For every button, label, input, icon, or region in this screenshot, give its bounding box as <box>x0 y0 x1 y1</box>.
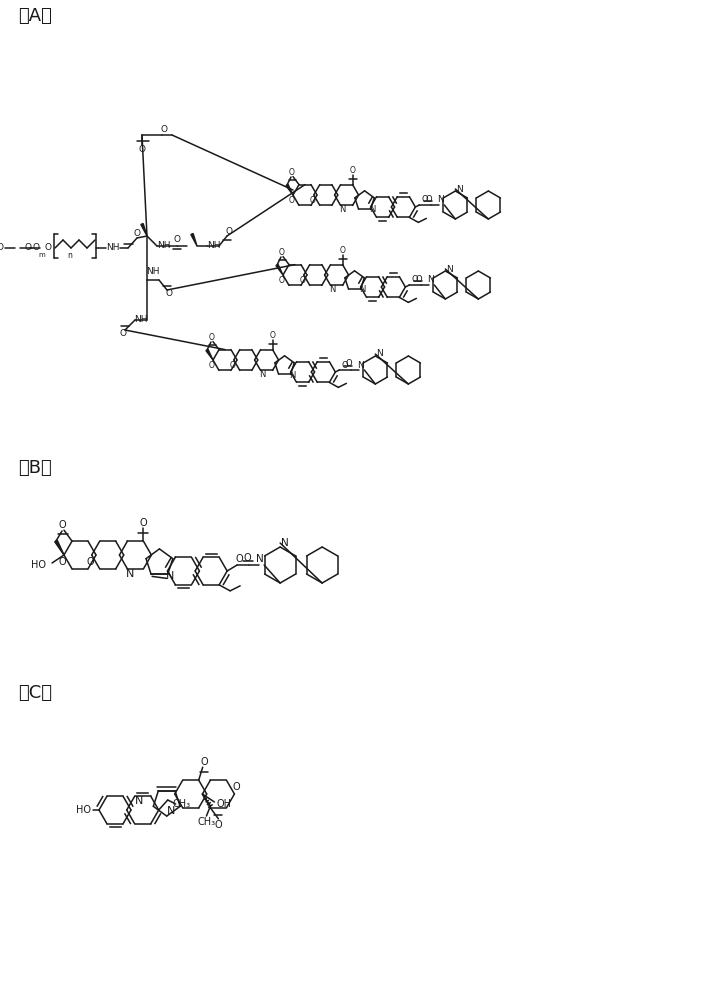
Text: O: O <box>32 243 39 252</box>
Text: O: O <box>201 757 209 767</box>
Text: N: N <box>166 571 174 581</box>
Text: N: N <box>290 370 296 379</box>
Text: O: O <box>230 361 236 370</box>
Text: O: O <box>214 820 222 830</box>
Polygon shape <box>141 224 147 236</box>
Text: m: m <box>39 252 45 258</box>
Text: O: O <box>209 361 215 370</box>
Text: CH₃: CH₃ <box>197 817 215 827</box>
Text: O: O <box>235 554 243 564</box>
Text: O: O <box>243 553 251 563</box>
Polygon shape <box>276 264 283 275</box>
Text: O: O <box>279 248 285 257</box>
Text: O: O <box>0 243 4 252</box>
Text: N: N <box>376 350 383 359</box>
Text: O: O <box>425 194 432 204</box>
Text: O: O <box>87 557 94 567</box>
Text: O: O <box>209 333 215 342</box>
Text: （C）: （C） <box>18 684 52 702</box>
Text: N: N <box>134 796 143 806</box>
Text: O: O <box>270 331 275 340</box>
Text: NH: NH <box>157 241 171 250</box>
Text: O: O <box>310 196 316 205</box>
Text: N: N <box>446 264 453 273</box>
Polygon shape <box>286 184 293 195</box>
Polygon shape <box>55 540 64 555</box>
Text: NH: NH <box>134 316 148 324</box>
Text: O: O <box>411 275 418 284</box>
Text: O: O <box>289 168 295 177</box>
Text: N: N <box>330 285 336 294</box>
Text: NH: NH <box>147 267 159 276</box>
Text: O: O <box>232 782 240 792</box>
Text: N: N <box>167 806 175 816</box>
Text: O: O <box>279 276 285 285</box>
Text: O: O <box>58 520 66 530</box>
Text: N: N <box>370 206 376 215</box>
Text: N: N <box>360 286 366 294</box>
Text: O: O <box>58 557 66 567</box>
Text: O: O <box>174 235 180 244</box>
Text: O: O <box>134 229 141 237</box>
Text: （A）: （A） <box>18 7 52 25</box>
Text: O: O <box>165 290 172 298</box>
Text: O: O <box>300 276 306 285</box>
Text: O: O <box>225 228 232 236</box>
Text: CH₃: CH₃ <box>172 799 191 809</box>
Text: N: N <box>357 360 364 369</box>
Text: O: O <box>44 243 51 252</box>
Polygon shape <box>191 234 197 246</box>
Text: N: N <box>260 370 266 379</box>
Text: OH: OH <box>217 799 232 809</box>
Text: N: N <box>256 554 264 564</box>
Text: O: O <box>24 243 31 252</box>
Text: O: O <box>139 518 147 528</box>
Text: NH: NH <box>107 243 119 252</box>
Text: （B）: （B） <box>18 459 51 477</box>
Text: N: N <box>437 196 444 205</box>
Text: N: N <box>427 275 434 284</box>
Polygon shape <box>206 349 213 360</box>
Text: HO: HO <box>76 805 91 815</box>
Text: O: O <box>340 246 345 255</box>
Text: NH: NH <box>207 241 221 250</box>
Text: O: O <box>350 166 355 175</box>
Text: O: O <box>341 360 347 369</box>
Text: N: N <box>127 569 134 579</box>
Text: N: N <box>456 184 463 194</box>
Text: O: O <box>160 125 167 134</box>
Text: HO: HO <box>31 560 46 570</box>
Text: O: O <box>139 145 145 154</box>
Text: O: O <box>345 360 352 368</box>
Text: n: n <box>67 251 72 260</box>
Text: N: N <box>281 538 289 548</box>
Text: O: O <box>421 196 428 205</box>
Text: O: O <box>289 196 295 205</box>
Text: O: O <box>119 330 127 338</box>
Text: O: O <box>415 274 422 284</box>
Text: N: N <box>340 205 346 214</box>
